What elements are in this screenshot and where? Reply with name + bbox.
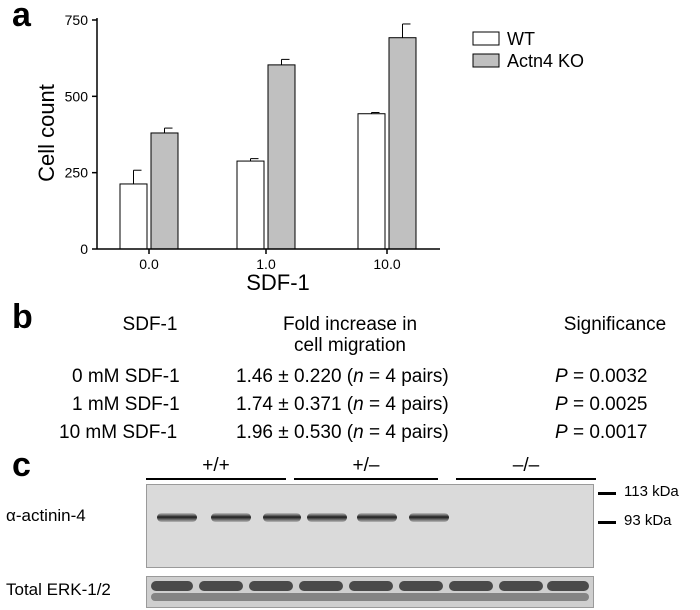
dose-cell: 10 mM SDF-1 (59, 422, 178, 443)
genotype-label: +/+ (202, 455, 230, 476)
n-value: = 4 pairs) (363, 366, 449, 387)
header-sdf: SDF-1 (122, 314, 178, 335)
y-tick-label: 500 (65, 88, 89, 104)
y-axis-label: Cell count (34, 84, 59, 182)
marker-label: 93 kDa (624, 512, 672, 529)
header-fold-2: cell migration (294, 335, 406, 356)
bar (236, 160, 265, 250)
table-row-fold: 1.74 ± 0.371 (n = 4 pairs) (236, 394, 449, 416)
bar (150, 132, 179, 250)
band (547, 581, 589, 591)
bar (119, 183, 148, 250)
band (199, 581, 243, 591)
marker-tick (598, 492, 616, 495)
band (357, 513, 397, 522)
band (151, 581, 193, 591)
p-symbol: P (555, 422, 568, 443)
fold-cell: 1.74 ± 0.371 ( (236, 394, 354, 415)
panel-a-label: a (12, 0, 31, 34)
x-tick-label: 0.0 (139, 256, 159, 272)
band (249, 581, 293, 591)
x-tick-label: 1.0 (256, 256, 276, 272)
header-significance: Significance (563, 314, 667, 335)
dose-cell: 1 mM SDF-1 (72, 394, 180, 415)
dose-cell: 0 mM SDF-1 (72, 366, 180, 387)
fold-cell: 1.46 ± 0.220 ( (236, 366, 354, 387)
panel-b-label: b (12, 298, 33, 336)
band (211, 513, 251, 522)
blot-actinin (146, 484, 594, 568)
p-symbol: P (555, 366, 568, 387)
n-symbol: n (353, 422, 364, 443)
band (263, 513, 301, 522)
n-value: = 4 pairs) (363, 422, 449, 443)
genotype-line (294, 478, 438, 480)
band (399, 581, 443, 591)
legend-label: WT (507, 29, 535, 49)
p-value: = 0.0017 (567, 422, 648, 443)
band (449, 581, 493, 591)
marker-label: 113 kDa (624, 483, 679, 500)
band (499, 581, 543, 591)
genotype-line (456, 478, 596, 480)
n-symbol: n (353, 394, 364, 415)
table-row-fold: 1.46 ± 0.220 (n = 4 pairs) (236, 366, 449, 388)
band (157, 513, 197, 522)
bar (357, 113, 386, 250)
x-tick-label: 10.0 (373, 256, 400, 272)
blot-erk (146, 576, 594, 608)
n-symbol: n (353, 366, 364, 387)
x-axis-label: SDF-1 (246, 270, 310, 295)
legend-swatch (472, 53, 500, 68)
p-value: = 0.0032 (567, 366, 648, 387)
row-label: Total ERK-1/2 (6, 580, 111, 599)
table-row: 0 mM SDF-1 (72, 366, 180, 388)
table-row-p: P = 0.0025 (555, 394, 647, 416)
genotype-label: +/– (352, 455, 380, 476)
row-label: α-actinin-4 (6, 506, 86, 525)
fold-cell: 1.96 ± 0.530 ( (236, 422, 354, 443)
y-tick-label: 750 (65, 12, 89, 28)
legend-label: Actn4 KO (507, 51, 584, 71)
p-value: = 0.0025 (567, 394, 648, 415)
y-tick-label: 0 (80, 241, 88, 257)
table-row: 10 mM SDF-1 (59, 422, 177, 444)
table-row-p: P = 0.0017 (555, 422, 647, 444)
band (307, 513, 347, 522)
genotype-line (146, 478, 286, 480)
band (151, 593, 589, 601)
band (299, 581, 343, 591)
table-row: 1 mM SDF-1 (72, 394, 180, 416)
header-fold-1: Fold increase in (282, 314, 418, 335)
band (409, 513, 449, 522)
band (349, 581, 393, 591)
marker-tick (598, 521, 616, 524)
bar-chart: 0 250 500 750 0.0 1.0 10.0 Cell count SDF-1 WT… (34, 12, 584, 295)
n-value: = 4 pairs) (363, 394, 449, 415)
p-symbol: P (555, 394, 568, 415)
bar (267, 64, 296, 250)
bar (388, 37, 417, 250)
legend-swatch (472, 31, 500, 46)
y-tick-label: 250 (65, 165, 89, 181)
panel-c-label: c (12, 446, 31, 484)
table-row-p: P = 0.0032 (555, 366, 647, 388)
table-row-fold: 1.96 ± 0.530 (n = 4 pairs) (236, 422, 449, 444)
genotype-label: –/– (512, 455, 540, 476)
